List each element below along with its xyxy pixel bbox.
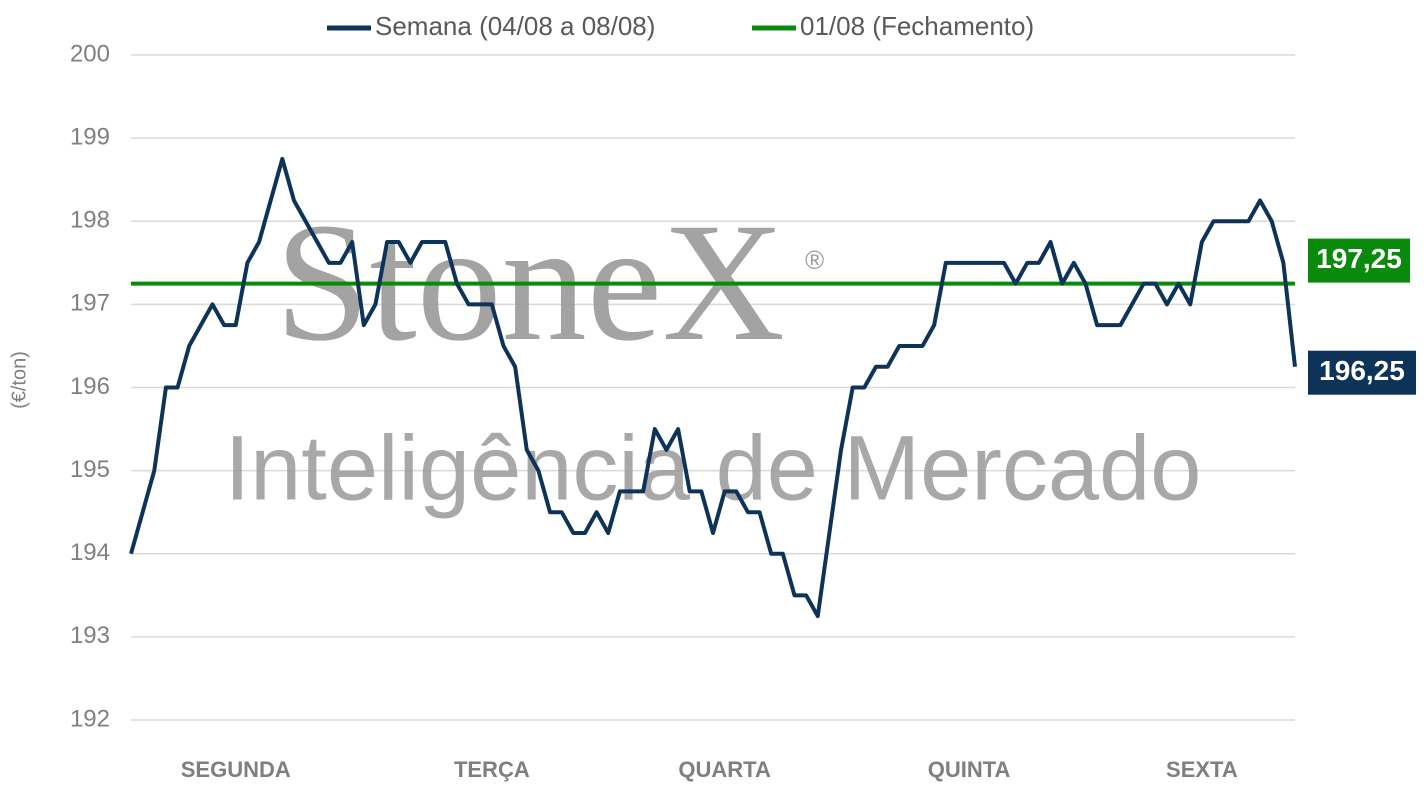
reference-label-box — [1308, 238, 1410, 283]
y-tick-label: 198 — [70, 207, 110, 234]
x-tick-label: TERÇA — [454, 757, 530, 782]
legend-label: Semana (04/08 a 08/08) — [375, 11, 655, 41]
y-tick-label: 199 — [70, 123, 110, 150]
x-tick-label: SEXTA — [1166, 757, 1238, 782]
y-tick-label: 192 — [70, 705, 110, 732]
y-tick-label: 194 — [70, 539, 110, 566]
watermark-tagline: Inteligência de Mercado — [225, 417, 1202, 519]
y-tick-label: 197 — [70, 290, 110, 317]
y-axis-label: (€/ton) — [8, 351, 30, 409]
legend-label: 01/08 (Fechamento) — [800, 11, 1034, 41]
y-tick-label: 193 — [70, 622, 110, 649]
watermark-mark: ® — [805, 245, 824, 275]
series-line — [129, 156, 1297, 619]
value-label-box — [1308, 350, 1416, 395]
x-tick-label: QUARTA — [678, 757, 771, 782]
y-tick-label: 200 — [70, 40, 110, 67]
x-tick-label: SEGUNDA — [181, 757, 291, 782]
reference-label: 197,25 — [1316, 243, 1402, 274]
value-label: 196,25 — [1319, 355, 1405, 386]
y-tick-label: 196 — [70, 373, 110, 400]
y-tick-label: 195 — [70, 456, 110, 483]
x-tick-label: QUINTA — [928, 757, 1011, 782]
